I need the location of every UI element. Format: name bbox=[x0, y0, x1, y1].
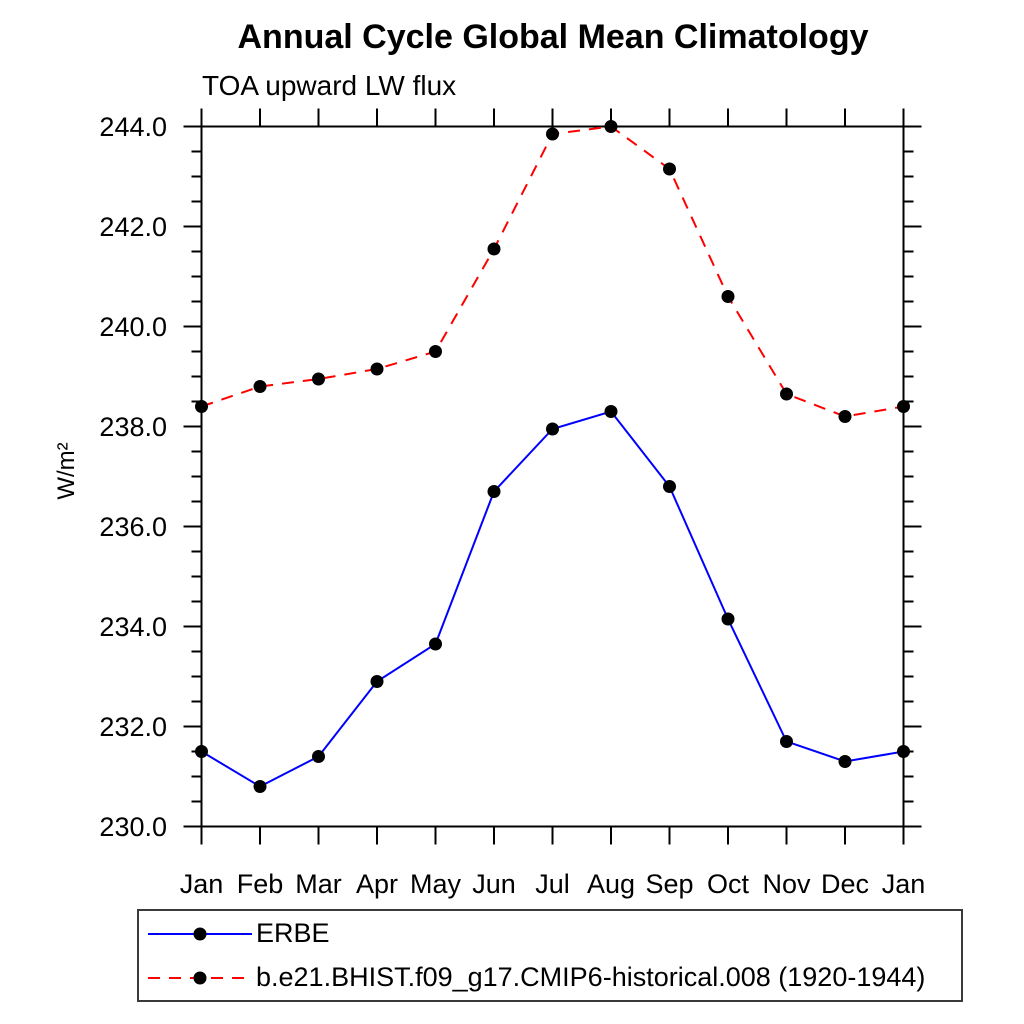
x-tick-label: Dec bbox=[821, 869, 869, 899]
y-tick-label: 238.0 bbox=[99, 412, 167, 442]
x-axis-ticks bbox=[200, 108, 905, 845]
data-point-marker bbox=[604, 405, 618, 418]
data-point-marker bbox=[312, 372, 325, 386]
y-tick-label: 236.0 bbox=[99, 512, 167, 542]
y-tick-label: 230.0 bbox=[99, 812, 167, 842]
data-point-marker bbox=[253, 780, 267, 793]
legend-line-sample-dashed bbox=[148, 971, 252, 984]
data-point-marker bbox=[663, 162, 676, 176]
legend-label: b.e21.BHIST.f09_g17.CMIP6-historical.008… bbox=[256, 962, 926, 992]
x-tick-label: Jan bbox=[882, 869, 926, 899]
series-model bbox=[195, 120, 910, 423]
data-point-marker bbox=[312, 750, 325, 763]
data-point-marker bbox=[370, 362, 384, 376]
x-tick-label: Feb bbox=[237, 869, 284, 899]
x-tick-labels: Jan Feb Mar Apr May Jun Jul Aug Sep Oct Nov Dec Jan bbox=[180, 869, 926, 899]
y-tick-label: 240.0 bbox=[99, 312, 167, 342]
data-point-marker bbox=[663, 480, 676, 493]
legend: ERBE b.e21.BHIST.f09_g17.CMIP6-historica… bbox=[137, 909, 963, 1002]
x-tick-label: Jun bbox=[472, 869, 516, 899]
data-point-marker bbox=[780, 735, 793, 748]
data-point-marker bbox=[721, 612, 735, 626]
y-axis-ticks bbox=[183, 125, 922, 828]
legend-item-erbe: ERBE bbox=[144, 913, 961, 955]
legend-label: ERBE bbox=[256, 918, 330, 948]
data-point-marker bbox=[487, 485, 501, 498]
data-point-marker bbox=[897, 745, 910, 758]
x-tick-label: Aug bbox=[587, 869, 635, 899]
x-tick-label: Apr bbox=[356, 869, 398, 899]
y-tick-labels: 230.0 232.0 234.0 236.0 238.0 240.0 242.0 244.0 bbox=[99, 112, 167, 842]
x-tick-label: Mar bbox=[295, 869, 342, 899]
x-tick-label: Jul bbox=[535, 869, 570, 899]
y-tick-label: 242.0 bbox=[99, 212, 167, 242]
x-tick-label: Oct bbox=[707, 869, 750, 899]
x-tick-label: Jan bbox=[180, 869, 224, 899]
data-point-marker bbox=[780, 387, 793, 401]
legend-item-model: b.e21.BHIST.f09_g17.CMIP6-historical.008… bbox=[144, 957, 961, 999]
data-point-marker bbox=[487, 242, 501, 256]
data-point-marker bbox=[721, 290, 735, 303]
chart-subtitle: TOA upward LW flux bbox=[202, 70, 457, 101]
series-erbe bbox=[195, 405, 910, 793]
data-point-marker bbox=[370, 675, 384, 688]
y-tick-label: 234.0 bbox=[99, 612, 167, 642]
y-tick-label: 232.0 bbox=[99, 712, 167, 742]
x-tick-label: Sep bbox=[645, 869, 693, 899]
data-point-marker bbox=[253, 380, 267, 393]
data-point-marker bbox=[604, 120, 618, 133]
chart-title: Annual Cycle Global Mean Climatology bbox=[237, 18, 869, 56]
y-tick-label: 244.0 bbox=[99, 112, 167, 142]
data-point-marker bbox=[546, 127, 559, 141]
legend-line-sample-solid bbox=[148, 927, 252, 940]
data-point-marker bbox=[195, 745, 208, 758]
plot-frame bbox=[200, 125, 905, 828]
data-point-marker bbox=[838, 410, 852, 423]
data-point-marker bbox=[546, 422, 559, 436]
x-tick-label: Nov bbox=[762, 869, 811, 899]
data-point-marker bbox=[838, 755, 852, 768]
data-point-marker bbox=[429, 637, 442, 651]
x-tick-label: May bbox=[410, 869, 462, 899]
data-point-marker bbox=[195, 400, 208, 413]
data-point-marker bbox=[897, 400, 910, 413]
data-point-marker bbox=[429, 345, 442, 358]
